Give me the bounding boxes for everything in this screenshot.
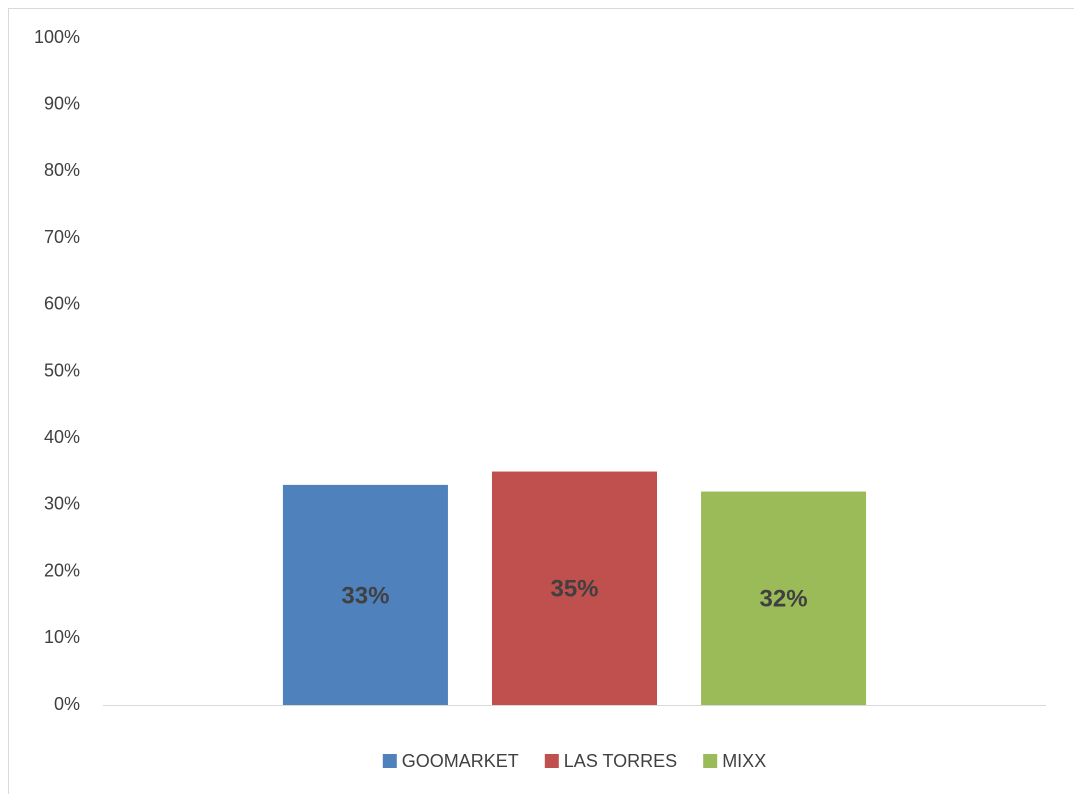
legend-swatch: [703, 754, 718, 768]
y-tick-label: 40%: [44, 427, 80, 447]
value-label: 35%: [550, 576, 598, 603]
legend-swatch: [382, 754, 397, 768]
legend-label: LAS TORRES: [564, 751, 677, 771]
value-label: 33%: [341, 582, 389, 609]
legend-swatch: [544, 754, 559, 768]
y-tick-label: 50%: [44, 360, 80, 380]
legend-label: MIXX: [722, 751, 766, 771]
bar: [282, 484, 448, 705]
legend-label: GOOMARKET: [402, 751, 519, 771]
y-tick-label: 20%: [44, 560, 80, 580]
y-tick-label: 90%: [44, 93, 80, 113]
y-tick-label: 100%: [34, 27, 80, 47]
bar: [491, 471, 658, 705]
y-tick-label: 70%: [44, 227, 80, 247]
y-tick-label: 10%: [44, 627, 80, 647]
y-tick-label: 60%: [44, 294, 80, 314]
y-tick-label: 80%: [44, 160, 80, 180]
bar: [701, 491, 867, 705]
y-tick-label: 30%: [44, 494, 80, 514]
value-label: 32%: [760, 586, 808, 613]
y-tick-label: 0%: [54, 694, 80, 714]
